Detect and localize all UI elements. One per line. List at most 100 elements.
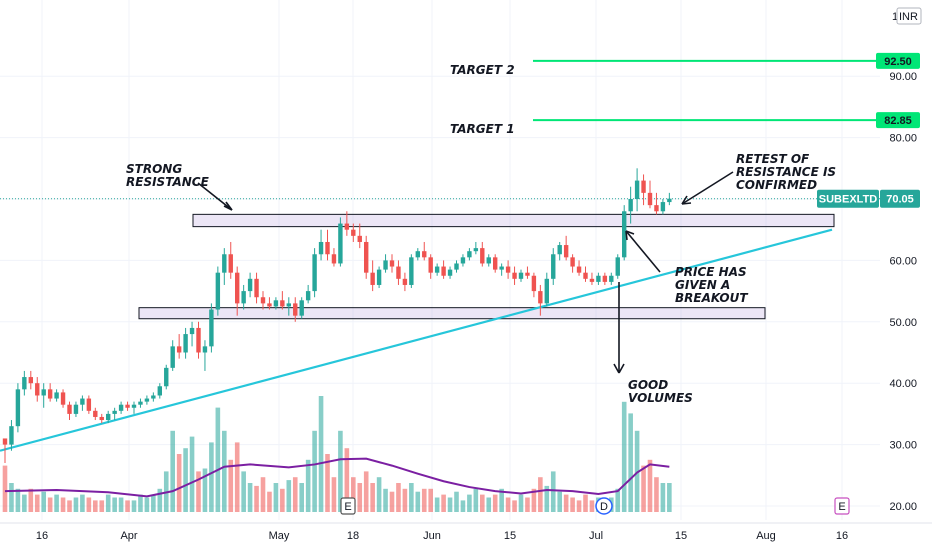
candle-body [157,386,162,396]
candle [331,248,337,267]
candle [641,174,646,206]
candle [170,340,175,371]
currency-code: INR [899,11,918,23]
volume-bar [234,442,240,512]
candle [596,272,601,285]
candle [486,254,491,267]
candle-body [9,426,14,445]
candle [15,383,21,433]
candle-body [2,438,8,445]
volume-bar [299,483,304,512]
candle-body [54,392,59,399]
candle-body [667,198,672,203]
candle-body [112,410,117,414]
candle-body [628,199,633,212]
volume-bar [576,500,582,512]
candle [441,260,446,279]
candle-body [312,254,317,292]
price-levels: TARGET 2 TARGET 1 [450,59,880,136]
volume-bar [525,497,530,512]
y-tick-label: 90.00 [889,71,917,83]
volume-bar [447,497,453,512]
candle-body [602,275,608,282]
volume-bar [196,471,201,512]
support-zone [138,307,766,320]
volume-bar [125,500,130,512]
candle [93,407,98,421]
annotation-arrow-head [613,363,625,374]
annotation-text: CONFIRMED [736,178,817,192]
candle-body [441,266,446,276]
candle [505,260,511,279]
candle-body [370,272,375,285]
annotation-arrow [625,230,661,273]
candle-body [273,300,279,307]
volume-bar [338,430,343,512]
candle [80,395,85,411]
target-label: TARGET 1 [450,122,515,136]
candle [364,235,369,279]
x-tick-label: 18 [347,530,359,542]
dividend-marker [595,497,613,515]
candle [512,266,517,285]
candle [99,413,104,424]
volume-bar [151,494,156,512]
candle [499,263,504,276]
trendline[interactable] [0,228,833,452]
volume-bar [486,497,492,512]
candle [357,223,362,249]
candle [493,254,498,273]
volume-bar [615,488,621,512]
candle-body [531,275,537,292]
volume-bar [544,485,550,512]
volume-bar [460,500,466,512]
volume-bar [260,477,266,512]
candle-body [415,251,420,258]
volume-bar [512,500,517,512]
candle [338,217,343,267]
volume-bar [54,494,59,512]
resistance-zone [192,213,835,228]
event-marker-label: D [600,501,608,513]
volume-bar [241,471,246,512]
volume-bar [480,494,485,512]
candle [454,260,459,273]
target-price-tag-text: 92.50 [884,56,912,68]
candle [409,254,414,289]
volume-bar [209,442,214,512]
volume-bar [318,396,324,512]
candle [131,401,137,414]
candle [570,254,575,273]
candle [106,410,111,424]
candle-body [344,223,350,230]
candle-body [164,367,169,387]
y-tick-label: 20.00 [889,501,917,513]
volume-bar [538,477,543,512]
volume-bar [22,494,27,512]
candle-body [364,241,369,273]
candle-body [60,392,66,405]
annotation-text: VOLUMES [628,391,693,405]
volume-bar [583,494,588,512]
candle-body [351,229,356,236]
volume-bar [376,477,382,512]
candle [589,272,595,285]
candle [557,241,562,261]
candle-body [202,346,208,353]
volume-bar [157,488,163,512]
candle-body [583,272,588,279]
candle-body [80,398,85,405]
currency-label[interactable]: 1 INR [892,7,922,25]
candle-body [86,398,92,411]
candle [196,321,201,359]
volume-bar [138,494,143,512]
candle-body [73,404,79,414]
volume-bar [80,494,85,512]
candle-body [131,404,137,408]
volume-bar [2,465,8,512]
volume-bar [305,459,311,512]
candle [305,284,311,304]
volume-bar [280,488,285,512]
annotation-text: RESISTANCE IS [736,165,836,179]
